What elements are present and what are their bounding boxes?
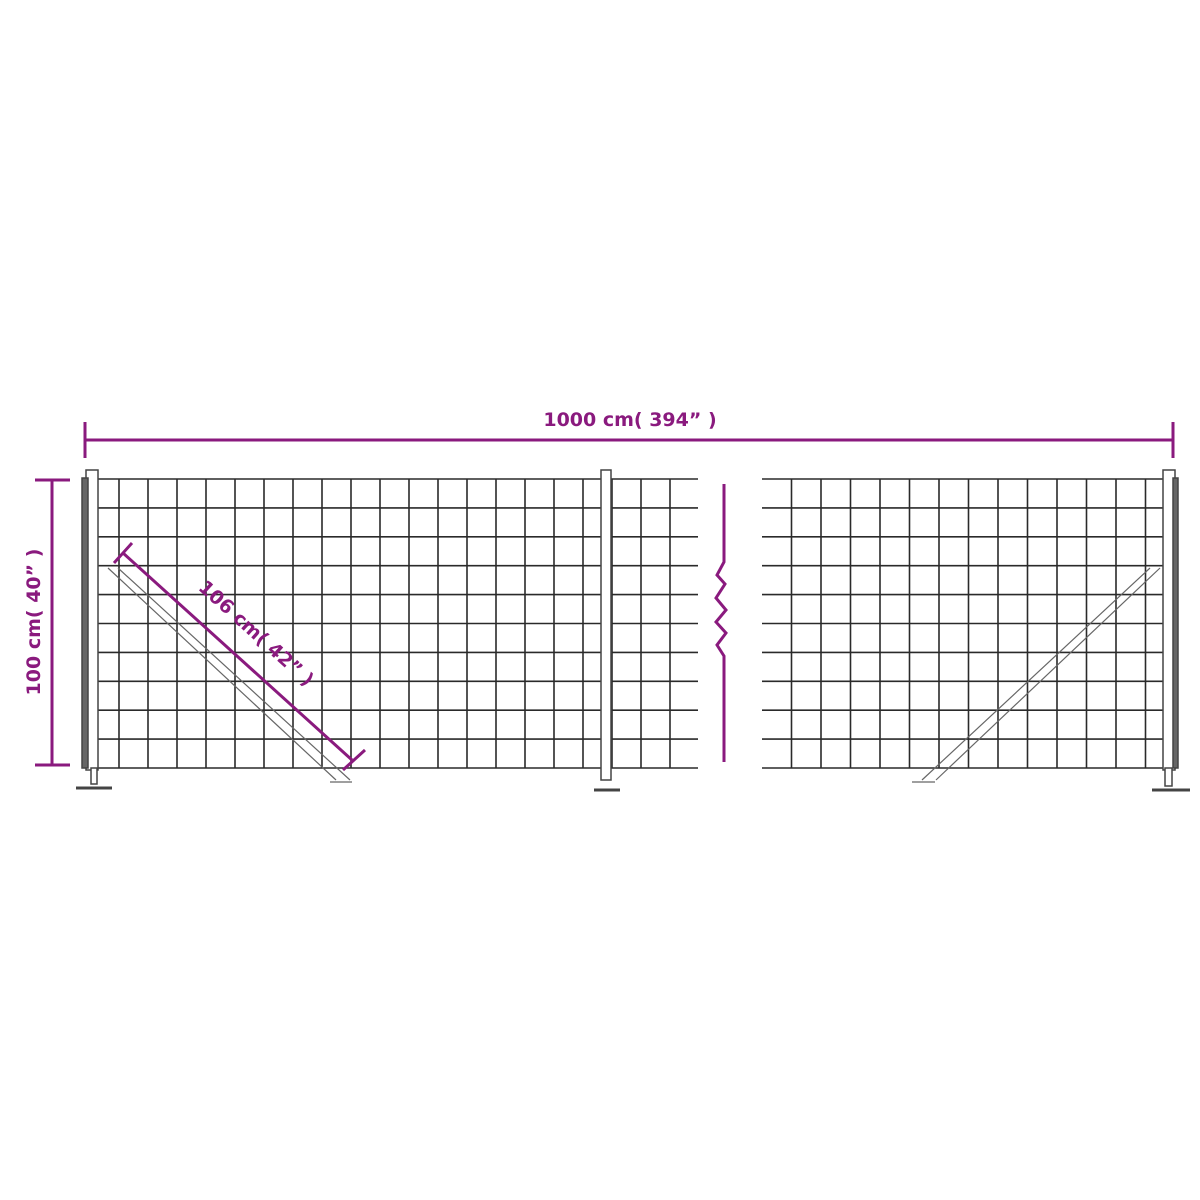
- mesh-panel-right: [762, 478, 1176, 769]
- dimension-length: [83, 422, 1175, 458]
- length-label: 1000 cm( 394” ): [543, 409, 716, 431]
- post-middle: [594, 469, 620, 792]
- brace-right: [912, 567, 1161, 783]
- dimension-height: [35, 478, 70, 767]
- brace-left: [107, 567, 352, 783]
- post-right: [1152, 469, 1190, 792]
- height-label: 100 cm( 40” ): [23, 549, 45, 696]
- break-symbol: [714, 484, 728, 762]
- post-left: [76, 469, 112, 790]
- dimension-brace: [112, 541, 367, 772]
- mesh-panel-left: [90, 478, 698, 769]
